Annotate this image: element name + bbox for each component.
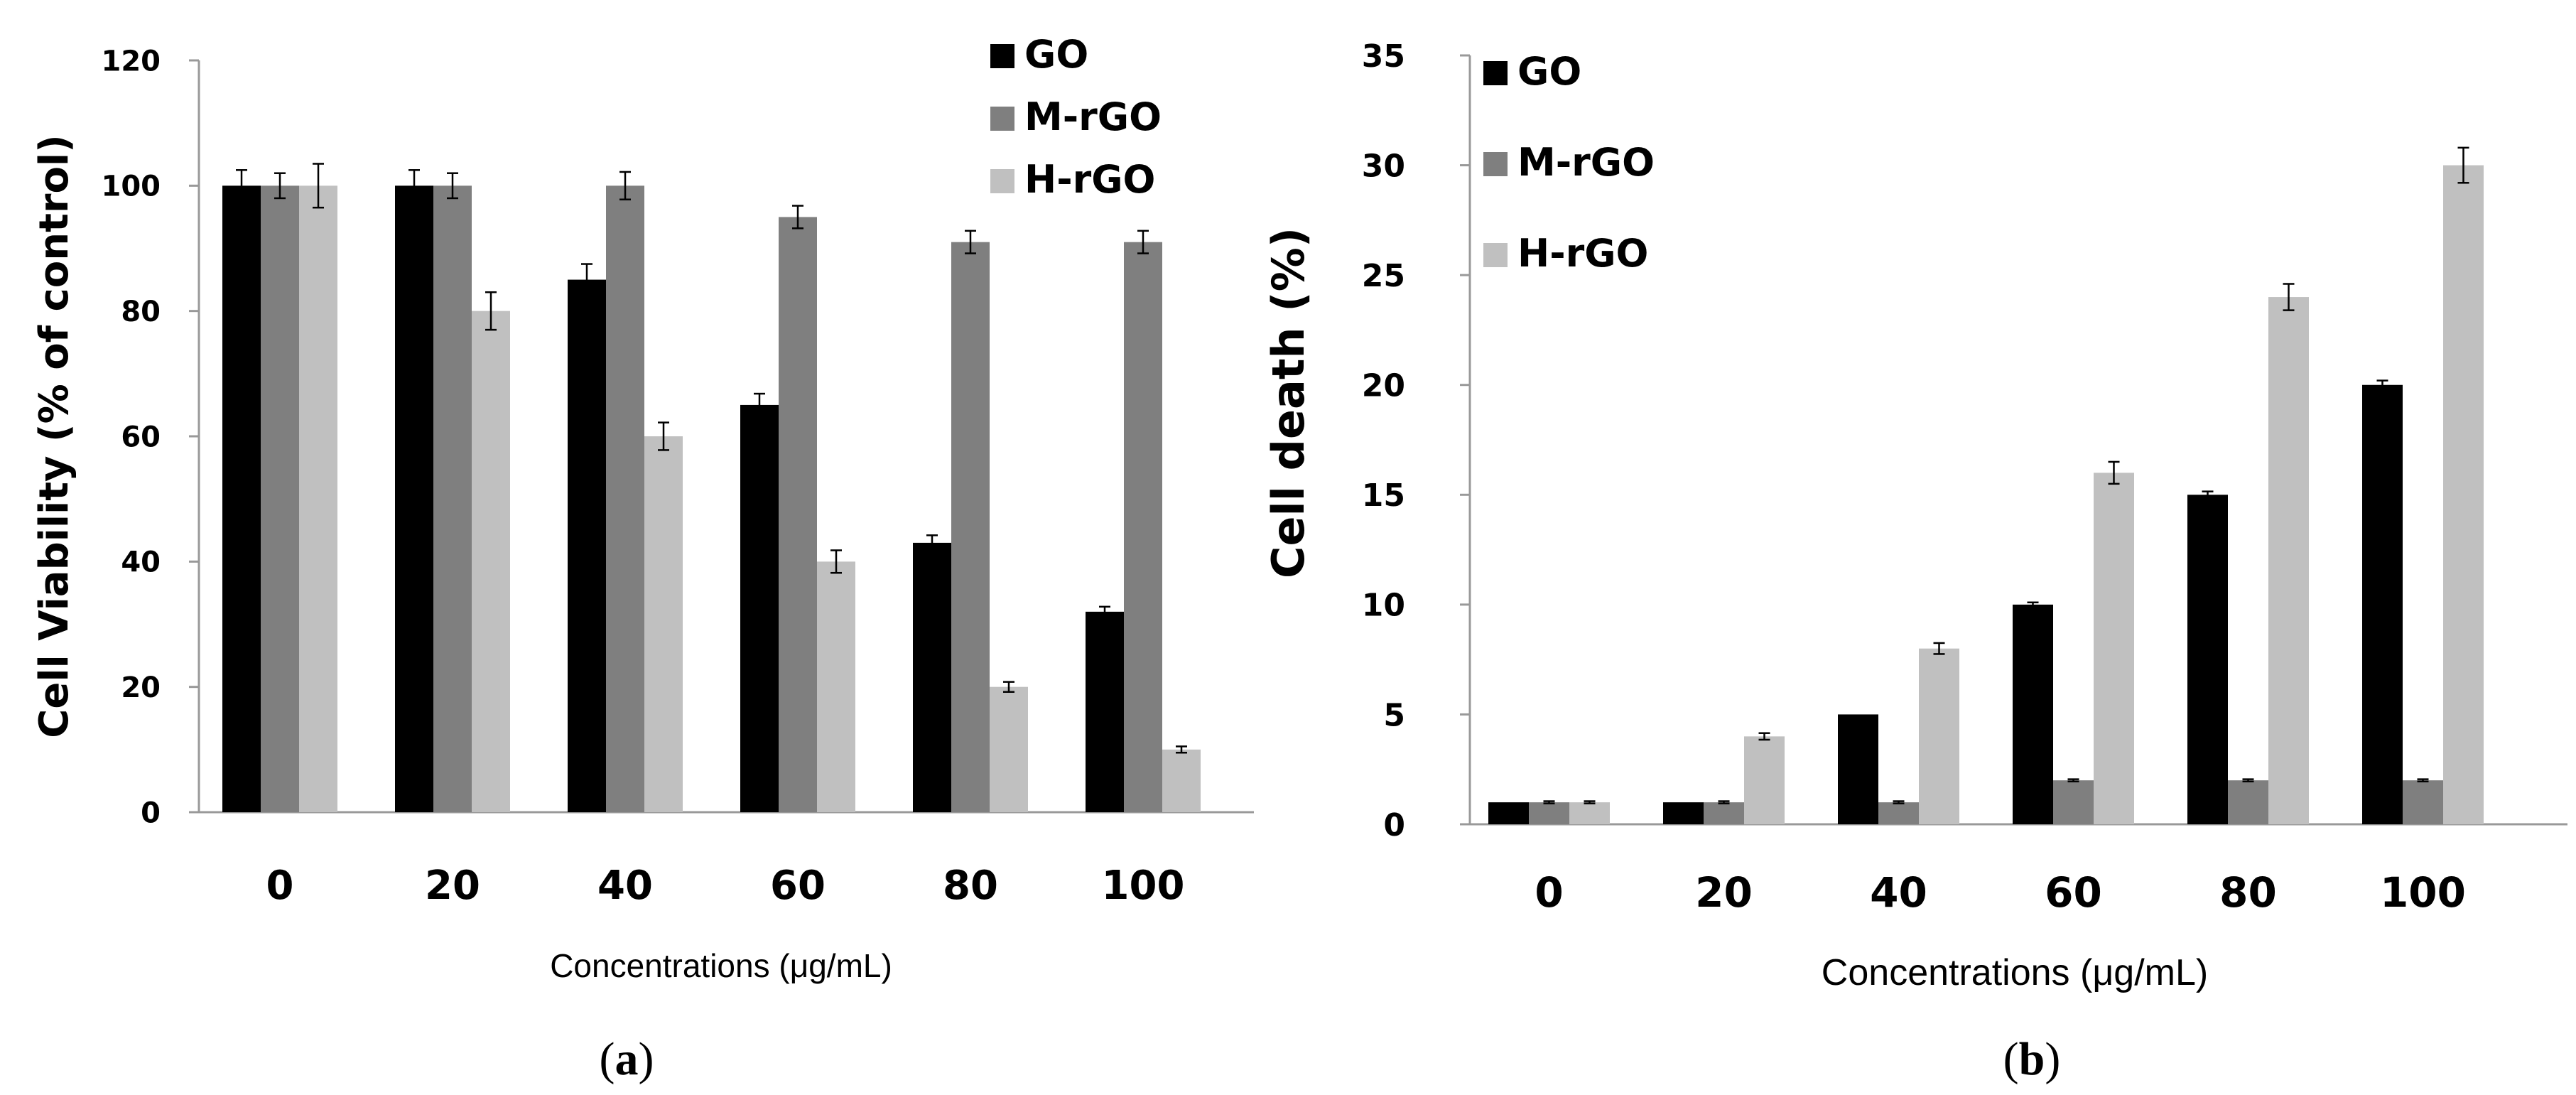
bar-m-rgo [433, 185, 472, 812]
bar-go [1488, 802, 1529, 824]
y-tick-label: 60 [121, 421, 161, 453]
y-tick-label: 35 [1362, 38, 1405, 75]
bar-go [2187, 495, 2228, 824]
y-tick-label: 80 [121, 296, 161, 328]
x-tick-label: 20 [425, 863, 480, 909]
bar-go [1086, 611, 1124, 812]
bar-go [1663, 802, 1704, 824]
x-tick-label: 60 [2045, 868, 2102, 917]
bar-m-rgo [2228, 780, 2268, 824]
bar-m-rgo [2403, 780, 2443, 824]
y-axis-title: Cell death (%) [1262, 227, 1314, 578]
x-axis-title: Concentrations (μg/mL) [550, 947, 892, 984]
legend-swatch-m-rgo [990, 107, 1014, 131]
legend-swatch-h-rgo [1483, 243, 1508, 267]
bar-m-rgo [1124, 242, 1162, 812]
panel-caption: (b) [2003, 1033, 2061, 1085]
panel-caption-letter: b [2019, 1033, 2045, 1085]
bar-go [740, 404, 779, 812]
legend: GO M-rGO H-rGO [990, 32, 1162, 202]
bar-go [2013, 604, 2053, 824]
x-tick-label: 40 [597, 863, 653, 909]
legend-label: M-rGO [1024, 95, 1162, 139]
bar-go [395, 185, 433, 812]
x-tick-label: 0 [266, 863, 294, 909]
y-tick-label: 20 [1362, 368, 1405, 404]
y-tick-label: 30 [1362, 148, 1405, 184]
bar-m-rgo [261, 185, 299, 812]
bar-h-rgo [990, 686, 1028, 812]
bar-m-rgo [606, 185, 644, 812]
x-tick-label: 80 [2219, 868, 2277, 917]
x-axis-title: Concentrations (μg/mL) [1822, 952, 2208, 993]
bar-h-rgo [1744, 736, 1785, 824]
y-tick-label: 15 [1362, 478, 1405, 514]
y-tick-label: 0 [141, 797, 161, 829]
legend-swatch-h-rgo [990, 169, 1014, 193]
x-tick-label: 0 [1535, 868, 1563, 917]
bar-h-rgo [472, 311, 510, 813]
panel-caption-letter: a [615, 1033, 639, 1085]
bar-h-rgo [1919, 648, 1959, 824]
bar-h-rgo [299, 185, 337, 812]
bar-h-rgo [817, 561, 855, 812]
legend-label: M-rGO [1517, 140, 1655, 185]
x-tick-label: 40 [1870, 868, 1927, 917]
legend-swatch-go [1483, 61, 1508, 85]
bar-go [913, 542, 951, 812]
legend-swatch-go [990, 44, 1014, 68]
bar-h-rgo [2268, 297, 2309, 824]
x-tick-label: 100 [2380, 868, 2466, 917]
y-tick-label: 40 [121, 546, 161, 579]
x-tick-label: 100 [1102, 863, 1185, 909]
x-tick-label: 80 [943, 863, 998, 909]
y-tick-label: 20 [121, 671, 161, 704]
y-tick-label: 0 [1383, 807, 1405, 843]
panel-caption: (a) [600, 1033, 654, 1085]
bar-go [222, 185, 261, 812]
bar-h-rgo [1162, 749, 1201, 812]
y-tick-label: 25 [1362, 258, 1405, 294]
y-tick-label: 100 [102, 171, 161, 203]
bar-h-rgo [1569, 802, 1610, 824]
legend-label: H-rGO [1024, 157, 1155, 202]
y-tick-label: 120 [102, 45, 161, 77]
legend-label: GO [1024, 32, 1088, 77]
bar-m-rgo [951, 242, 990, 812]
bar-h-rgo [2094, 473, 2134, 824]
bar-m-rgo [1704, 802, 1744, 824]
x-tick-label: 20 [1695, 868, 1753, 917]
bar-m-rgo [2053, 780, 2094, 824]
bar-go [568, 279, 606, 812]
legend: GO M-rGO H-rGO [1483, 49, 1655, 276]
legend-label: GO [1517, 49, 1581, 94]
y-tick-label: 5 [1383, 697, 1405, 733]
y-axis-title: Cell Viability (% of control) [31, 134, 77, 738]
bar-go [1838, 714, 1878, 824]
legend-label: H-rGO [1517, 231, 1648, 276]
x-tick-label: 60 [770, 863, 826, 909]
chart-b: 0 5 10 15 20 25 30 35 0 20 40 60 80 100 Concentrations… [1262, 38, 2567, 1085]
bar-go [2362, 384, 2403, 824]
bar-h-rgo [644, 436, 683, 812]
legend-swatch-m-rgo [1483, 152, 1508, 176]
chart-a: 0 20 40 60 80 100 120 0 20 40 60 80 100 Concentration… [31, 32, 1254, 1085]
bar-h-rgo [2443, 165, 2484, 825]
bar-m-rgo [779, 217, 817, 813]
bar-m-rgo [1878, 802, 1919, 824]
y-tick-label: 10 [1362, 588, 1405, 624]
bar-m-rgo [1529, 802, 1569, 824]
